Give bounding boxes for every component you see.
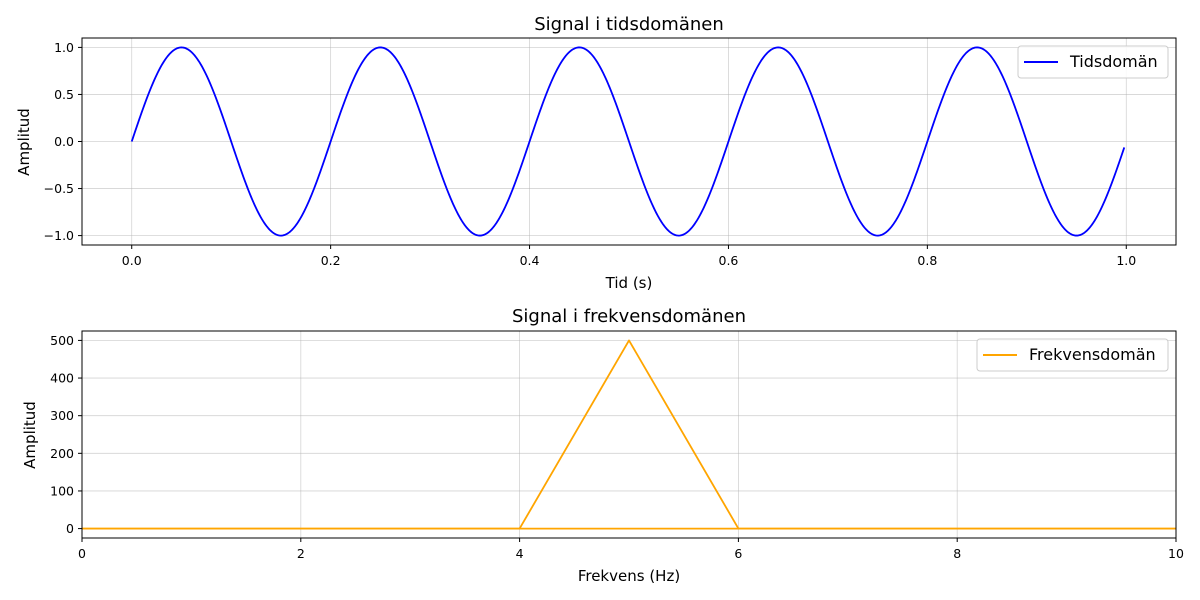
y-tick-label: 100 <box>50 483 74 498</box>
series-line <box>130 46 1126 237</box>
y-tick-label: 300 <box>50 408 74 423</box>
y-axis-label: Amplitud <box>15 108 33 176</box>
y-tick-label: 400 <box>50 371 74 386</box>
frequency-domain-chart: Signal i frekvensdomänen 0 2 4 6 8 10 0 100 200… <box>21 306 1184 585</box>
x-tick-label: 0 <box>78 546 86 561</box>
chart-title: Signal i frekvensdomänen <box>512 306 746 327</box>
y-tick-label: 0.5 <box>54 87 74 102</box>
y-tick-label: 200 <box>50 446 74 461</box>
x-tick-label: 8 <box>953 546 961 561</box>
series-group <box>130 46 1126 237</box>
x-axis-label: Tid (s) <box>605 274 653 292</box>
x-axis-label: Frekvens (Hz) <box>578 567 680 585</box>
x-tick-label: 6 <box>734 546 742 561</box>
x-tick-label: 1.0 <box>1116 253 1136 268</box>
x-tick-label: 0.8 <box>917 253 937 268</box>
y-tick-label: 500 <box>50 333 74 348</box>
y-axis-label: Amplitud <box>21 401 39 469</box>
x-tick-label: 0.6 <box>719 253 739 268</box>
x-tick-label: 0.4 <box>520 253 540 268</box>
x-tick-label: 4 <box>516 546 524 561</box>
series-group <box>82 339 1176 530</box>
x-ticks: 0.0 0.2 0.4 0.6 0.8 1.0 <box>122 245 1136 268</box>
y-tick-label: 1.0 <box>54 40 74 55</box>
legend-box <box>1017 45 1169 79</box>
legend-box <box>976 338 1169 372</box>
y-ticks: 0 100 200 300 400 500 <box>50 333 82 536</box>
x-tick-label: 0.0 <box>122 253 142 268</box>
legend-label: Tidsdomän <box>1069 52 1158 71</box>
plot-frame <box>81 330 1177 539</box>
y-tick-label: 0 <box>66 521 74 536</box>
y-tick-label: −0.5 <box>44 181 74 196</box>
x-ticks: 0 2 4 6 8 10 <box>78 538 1184 561</box>
x-tick-label: 2 <box>297 546 305 561</box>
time-domain-chart: Signal i tidsdomänen 0.0 0.2 0.4 0.6 0.8 1.0 … <box>15 14 1177 292</box>
y-tick-label: 0.0 <box>54 134 74 149</box>
y-tick-label: −1.0 <box>44 228 74 243</box>
chart-title: Signal i tidsdomänen <box>534 14 724 35</box>
y-ticks: −1.0 −0.5 0.0 0.5 1.0 <box>44 40 82 243</box>
legend: Tidsdomän <box>1017 45 1169 79</box>
legend: Frekvensdomän <box>976 338 1169 372</box>
x-tick-label: 10 <box>1168 546 1184 561</box>
x-tick-label: 0.2 <box>321 253 341 268</box>
legend-label: Frekvensdomän <box>1029 345 1156 364</box>
